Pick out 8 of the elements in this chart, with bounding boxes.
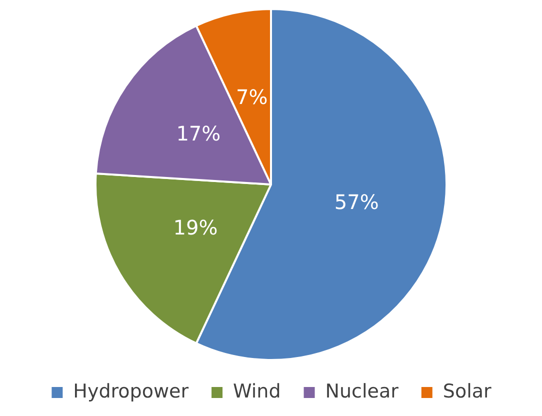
legend-label: Hydropower: [73, 380, 189, 402]
data-label: 19%: [173, 215, 218, 240]
legend-label: Nuclear: [325, 380, 399, 402]
legend-label: Solar: [442, 380, 492, 402]
data-label: 57%: [334, 190, 379, 214]
data-label: 7%: [236, 85, 268, 110]
data-label: 17%: [176, 121, 221, 146]
legend-label: Wind: [233, 380, 281, 402]
